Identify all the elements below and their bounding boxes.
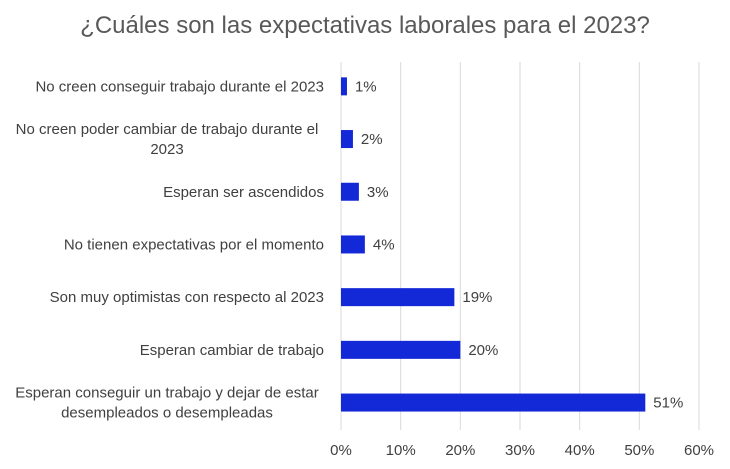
category-label: Son muy optimistas con respecto al 2023 <box>50 289 324 306</box>
tick-label: 20% <box>445 442 475 459</box>
bar <box>341 288 455 307</box>
tick-label: 60% <box>684 442 714 459</box>
tick-label: 40% <box>565 442 595 459</box>
bar <box>341 393 646 412</box>
category-labels: No creen conseguir trabajo durante el 20… <box>15 78 324 421</box>
category-label-line: No creen poder cambiar de trabajo durant… <box>16 121 319 138</box>
bars <box>341 77 646 412</box>
tick-label: 0% <box>330 442 352 459</box>
tick-labels: 0% 10% 20% 30% 40% 50% 60% <box>330 442 714 459</box>
tick-label: 50% <box>624 442 654 459</box>
tick-label: 10% <box>386 442 416 459</box>
category-label-line: 2023 <box>150 141 183 158</box>
data-label: 2% <box>361 131 383 148</box>
bar <box>341 235 365 254</box>
category-label: No creen poder cambiar de trabajo durant… <box>16 121 319 158</box>
category-label: Esperan ser ascendidos <box>163 184 324 201</box>
data-label: 51% <box>653 395 683 412</box>
gridlines <box>400 62 700 430</box>
bar <box>341 130 353 149</box>
category-label: No tienen expectativas por el momento <box>64 236 324 253</box>
category-label-line: Esperan conseguir un trabajo y dejar de … <box>15 385 319 402</box>
data-labels: 1% 2% 3% 4% 19% 20% 51% <box>355 78 683 411</box>
bar <box>341 182 359 201</box>
category-label: Esperan cambiar de trabajo <box>140 342 324 359</box>
chart-title: ¿Cuáles son las expectativas laborales p… <box>80 12 650 39</box>
category-label-line: desempleados o desempleadas <box>61 405 273 422</box>
data-label: 3% <box>367 184 389 201</box>
data-label: 1% <box>355 78 377 95</box>
category-label: No creen conseguir trabajo durante el 20… <box>35 78 324 95</box>
bar <box>341 77 347 96</box>
data-label: 19% <box>462 289 492 306</box>
data-label: 20% <box>468 342 498 359</box>
tick-label: 30% <box>505 442 535 459</box>
category-label: Esperan conseguir un trabajo y dejar de … <box>15 385 319 422</box>
bar <box>341 340 461 359</box>
data-label: 4% <box>373 236 395 253</box>
